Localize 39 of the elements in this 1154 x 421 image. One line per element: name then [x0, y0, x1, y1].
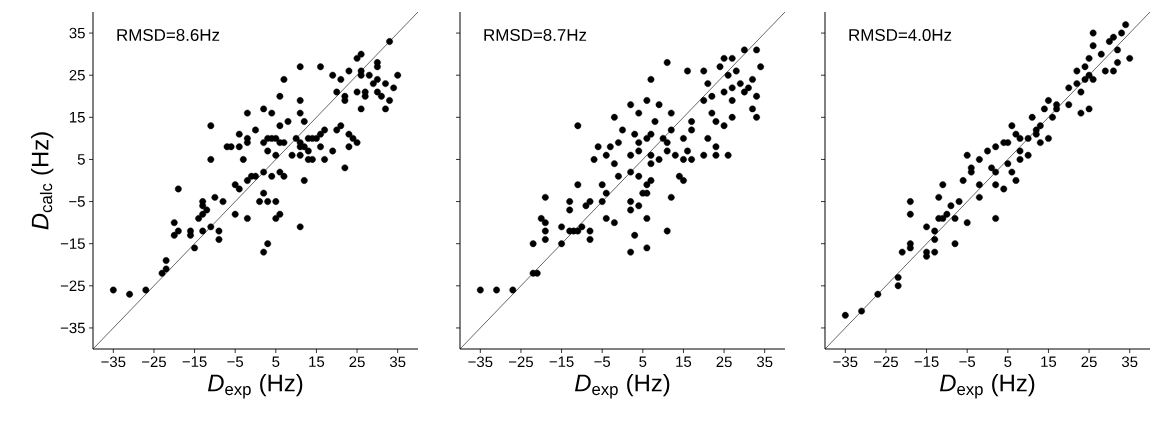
- y-tick-label: −15: [60, 238, 85, 249]
- x-tick-label: −35: [833, 356, 858, 368]
- y-tick-label: −35: [60, 322, 85, 334]
- y-tick-label: 15: [70, 112, 85, 123]
- y-tick-label: 35: [69, 27, 85, 39]
- x-tick-label: −15: [914, 356, 939, 367]
- x-tick-label: 15: [309, 356, 325, 367]
- x-tick-label: 15: [676, 356, 692, 367]
- y-tick-label: 25: [69, 69, 85, 81]
- x-tick-label: −35: [101, 356, 126, 368]
- x-tick-label: −15: [549, 356, 574, 367]
- x-tick-label: 5: [272, 356, 280, 367]
- x-tick-label: −5: [959, 356, 976, 367]
- x-tick-label: 35: [389, 356, 406, 368]
- x-tick-label: 25: [716, 356, 732, 368]
- x-tick-label: −25: [142, 356, 166, 368]
- x-tick-label: −35: [468, 356, 493, 368]
- x-axis-title: D$_{exp}$ (Hz): [939, 373, 1035, 399]
- x-tick-label: 5: [639, 356, 647, 367]
- x-tick-label: 25: [1081, 356, 1097, 368]
- annotation: RMSD=8.7Hz: [484, 29, 587, 41]
- y-tick-label: 5: [77, 154, 85, 165]
- x-tick-label: −5: [227, 356, 244, 367]
- x-tick-label: 35: [756, 356, 773, 368]
- x-tick-label: 5: [1004, 356, 1012, 367]
- y-tick-label: −5: [69, 196, 85, 207]
- y-axis-title: D$_{calc}$ (Hz): [31, 132, 54, 230]
- x-tick-label: −25: [509, 356, 533, 368]
- x-tick-label: −5: [594, 356, 611, 367]
- x-tick-label: −25: [874, 356, 898, 368]
- x-tick-label: −15: [182, 356, 207, 367]
- x-tick-label: 15: [1041, 356, 1057, 367]
- annotation: RMSD=4.0Hz: [849, 29, 952, 41]
- x-tick-label: 25: [349, 356, 365, 368]
- x-axis-title: D$_{exp}$ (Hz): [574, 373, 670, 399]
- y-tick-label: −25: [60, 280, 85, 292]
- x-tick-label: 35: [1121, 356, 1138, 368]
- annotation: RMSD=8.6Hz: [117, 29, 220, 41]
- x-axis-title: D$_{exp}$ (Hz): [207, 373, 303, 399]
